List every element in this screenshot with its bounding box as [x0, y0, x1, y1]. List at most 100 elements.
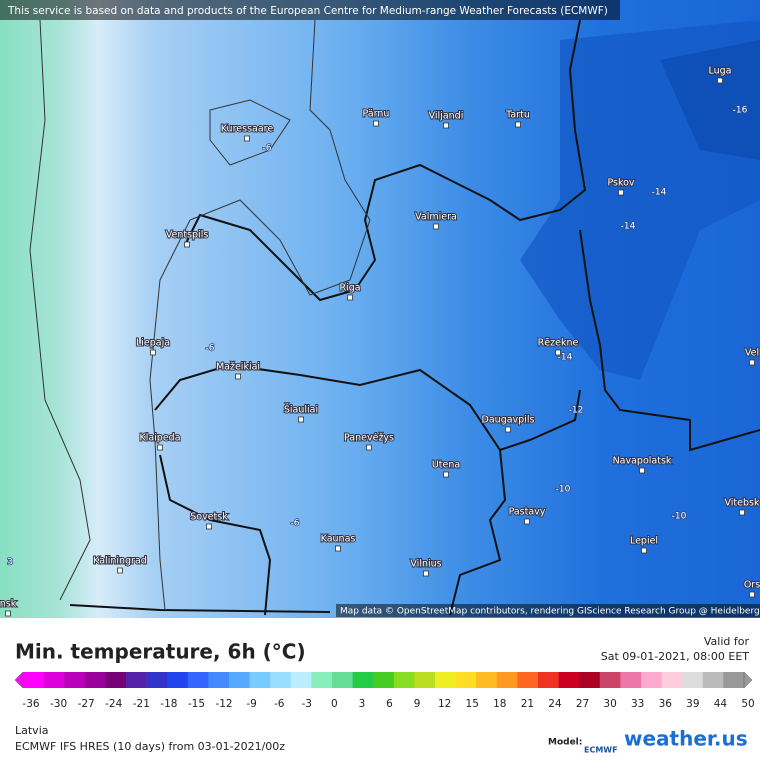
city-label: Šiauliai [284, 404, 318, 416]
city-marker [347, 294, 353, 301]
notice-bar [0, 0, 620, 20]
cold-core [660, 40, 760, 160]
colorbar-swatch [126, 672, 147, 688]
colorbar-tick-label: -24 [105, 698, 122, 710]
city-marker [639, 467, 645, 474]
colorbar-swatch [661, 672, 683, 688]
city-marker [235, 373, 241, 380]
city-marker [117, 567, 123, 574]
city-label: Panevėžys [344, 433, 394, 444]
colorbar-tick-label: 27 [576, 698, 589, 710]
model-label: Model: [548, 738, 582, 748]
city-label: Pärnu [363, 109, 390, 120]
colorbar-tick-label: 18 [493, 698, 506, 710]
city-marker [749, 591, 755, 598]
colorbar-swatch [373, 672, 395, 688]
city-label: Kuressaare [221, 124, 274, 135]
colorbar-swatch [352, 672, 374, 688]
city-marker [5, 610, 11, 617]
valid-time: Sat 09-01-2021, 08:00 EET [601, 650, 750, 663]
colorbar-swatch [290, 672, 312, 688]
city-marker [555, 349, 561, 356]
contour-label: -16 [733, 106, 748, 116]
colorbar-tick-label: 0 [331, 698, 338, 710]
contour-label: 3 [7, 558, 13, 568]
city-label: Lepiel [630, 536, 658, 547]
city-label: Tartu [505, 110, 530, 121]
colorbar-swatch [558, 672, 580, 688]
city-marker [150, 349, 156, 356]
city-marker [524, 518, 530, 525]
colorbar-tick-label: 24 [548, 698, 562, 710]
colorbar-swatch [723, 672, 745, 688]
city-label: Kaliningrad [93, 556, 147, 567]
brand: weather.us [624, 727, 748, 751]
colorbar-swatch [270, 672, 292, 688]
city-label: nsk [0, 599, 17, 610]
city-label: Vel [745, 348, 759, 359]
notice: This service is based on data and produc… [7, 5, 608, 17]
colorbar-swatch [311, 672, 333, 688]
city-label: Vilnius [410, 559, 441, 570]
contour-label: -14 [621, 222, 636, 232]
colorbar-tick-label: 44 [714, 698, 728, 710]
city-marker [739, 509, 745, 516]
contour-label: -14 [652, 188, 667, 198]
contour-label: -6 [263, 144, 272, 154]
city-marker [335, 545, 341, 552]
contour-label: -10 [672, 512, 687, 522]
contour-label: -6 [291, 519, 300, 529]
legend-panel [0, 618, 760, 760]
colorbar-swatch [105, 672, 127, 688]
colorbar-tick-label: 21 [521, 698, 534, 710]
attribution-bar [336, 604, 760, 617]
city-label: Pastavy [509, 507, 546, 518]
colorbar-swatch [229, 672, 250, 688]
model-run: ECMWF IFS HRES (10 days) from 03-01-2021… [15, 740, 285, 753]
city-label: Luga [709, 66, 732, 77]
colorbar-swatch [599, 672, 621, 688]
colorbar-swatch [23, 672, 44, 688]
city-label: Daugavpils [482, 415, 535, 426]
legend-title: Min. temperature, 6h (°C) [15, 640, 306, 664]
contour-label: -14 [558, 353, 573, 363]
colorbar-swatch [332, 672, 353, 688]
colorbar-swatch [64, 672, 86, 688]
colorbar-tick-label: -3 [302, 698, 312, 710]
colorbar-tick-label: -30 [50, 698, 67, 710]
city-label: Navapolatsk [613, 456, 672, 467]
city-marker [433, 223, 439, 230]
city-label: Viljandi [429, 111, 464, 122]
city-marker [515, 121, 521, 128]
city-marker [184, 241, 190, 248]
city-marker [423, 570, 429, 577]
colorbar-swatch [167, 672, 189, 688]
city-label: Ors [744, 580, 760, 591]
city-marker [618, 189, 624, 196]
city-marker [298, 416, 304, 423]
colorbar-swatch [435, 672, 456, 688]
city-label: Valmiera [415, 212, 457, 223]
colorbar-swatch [476, 672, 498, 688]
coastline [29, 19, 371, 611]
city-marker [443, 471, 449, 478]
colorbar-swatch [208, 672, 230, 688]
colorbar-swatch [84, 672, 106, 688]
city-label: Kaunas [321, 534, 356, 545]
colorbar-tick-label: -21 [133, 698, 150, 710]
colorbar-tick-label: 30 [603, 698, 616, 710]
colorbar-swatch [517, 672, 539, 688]
colorbar-tick-label: -12 [215, 698, 232, 710]
city-label: Liepaja [136, 338, 170, 349]
colorbar-tick-label: -9 [246, 698, 256, 710]
colorbar-tick-label: 3 [359, 698, 366, 710]
city-marker [244, 135, 250, 142]
city-label: Riga [339, 283, 360, 294]
colorbar-swatch [641, 672, 662, 688]
attribution: Map data © OpenStreetMap contributors, r… [340, 607, 760, 617]
colorbar-swatch [393, 672, 415, 688]
colorbar-tick-label: -27 [78, 698, 95, 710]
colorbar-swatch [702, 672, 724, 688]
city-marker [443, 122, 449, 129]
